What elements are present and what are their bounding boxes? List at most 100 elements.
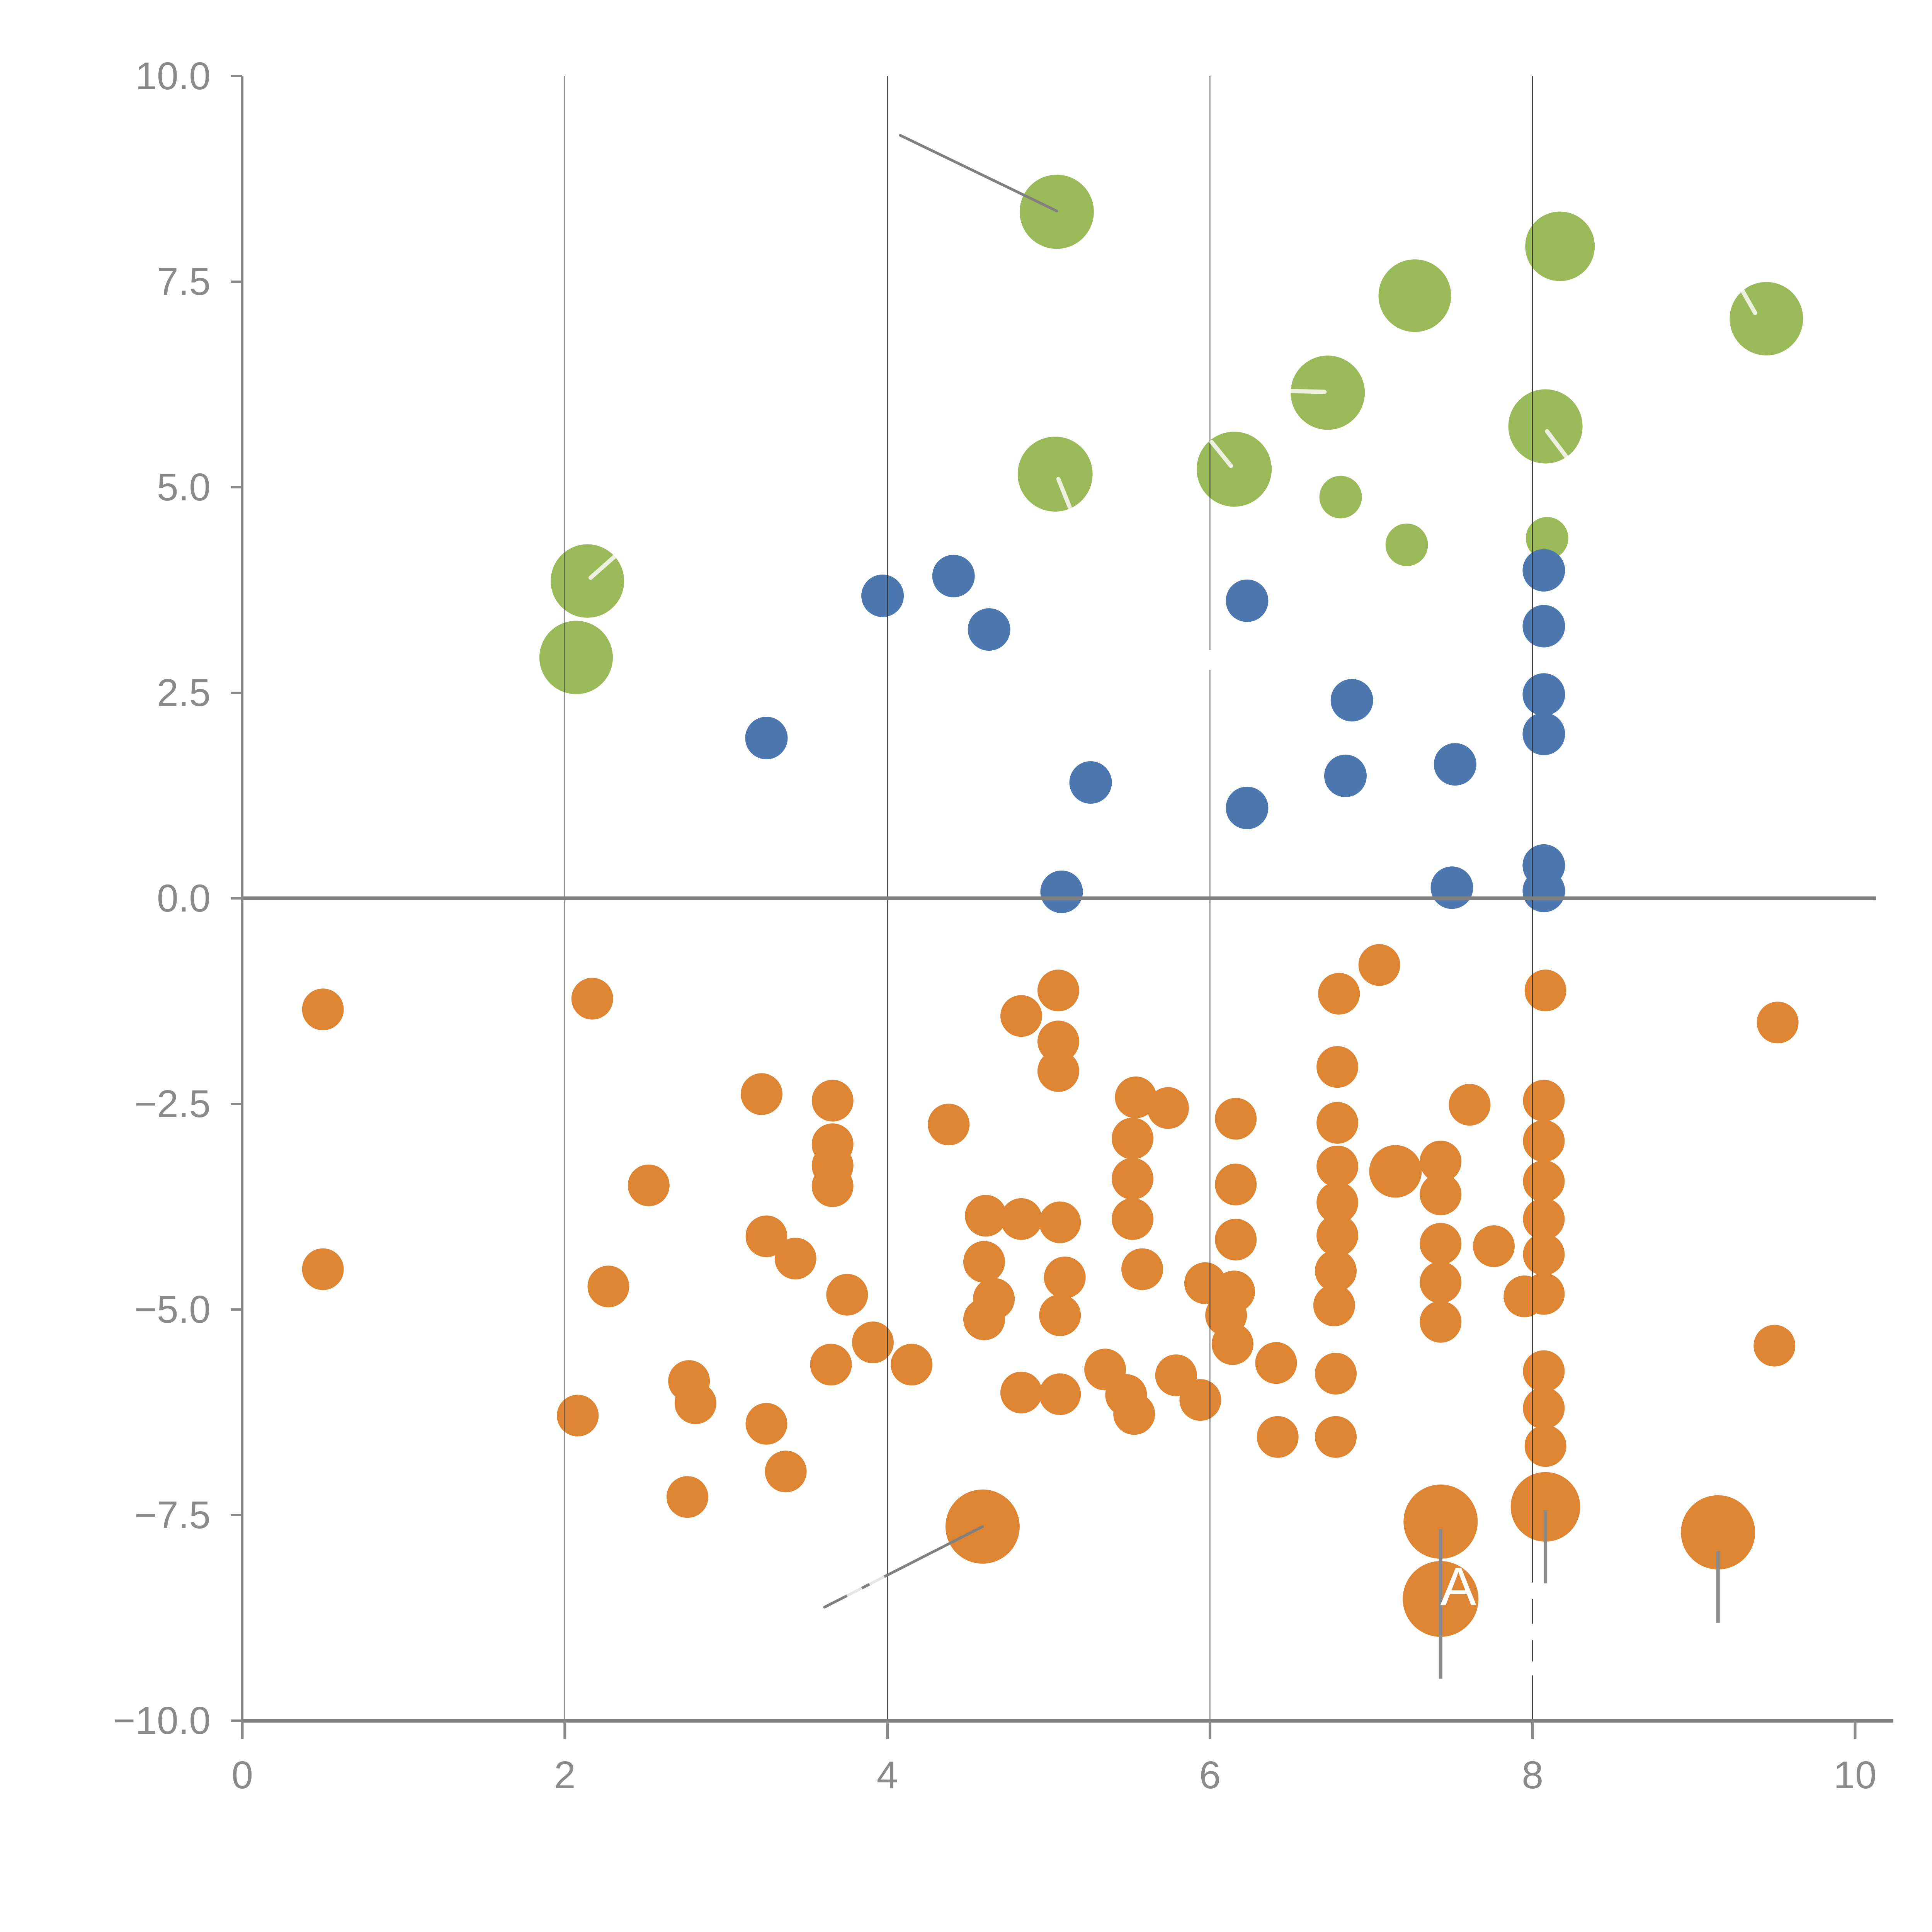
y-tick-label: −7.5: [134, 1493, 211, 1537]
data-point-blue: [932, 554, 975, 597]
data-point-blue: [1226, 786, 1269, 829]
data-point-orange: [1369, 1145, 1422, 1198]
data-point-orange: [1358, 944, 1400, 986]
highlight-slash: [588, 554, 617, 580]
series-green: [539, 175, 1803, 694]
data-point-blue: [1069, 761, 1112, 804]
data-point-orange: [302, 988, 344, 1031]
data-point-orange: [1000, 1371, 1042, 1413]
data-point-orange: [745, 1215, 787, 1257]
data-point-orange: [1044, 1257, 1086, 1298]
data-point-orange: [963, 1241, 1005, 1283]
data-point-orange: [811, 1165, 854, 1207]
data-point-orange: [1420, 1301, 1462, 1343]
data-point-orange: [811, 1080, 854, 1122]
data-point-orange: [1523, 1387, 1565, 1429]
data-point-orange: [1403, 1485, 1478, 1559]
y-tick-label: 10.0: [135, 54, 211, 98]
x-tick-label: 0: [231, 1753, 253, 1797]
data-point-orange: [1037, 1050, 1079, 1092]
y-tick-label: 0.0: [157, 877, 211, 920]
data-point-orange: [1420, 1223, 1462, 1265]
data-point-orange: [1420, 1173, 1462, 1216]
data-point-orange: [1121, 1248, 1163, 1290]
data-point-blue: [1040, 871, 1083, 913]
point-label-a: A: [1440, 1556, 1477, 1617]
data-point-green: [539, 621, 613, 694]
data-point-orange: [1313, 1284, 1355, 1327]
data-point-blue: [968, 608, 1010, 651]
data-point-green: [1017, 437, 1093, 512]
data-point-blue: [861, 574, 904, 617]
data-point-orange: [674, 1382, 716, 1424]
data-point-orange: [1510, 1472, 1580, 1542]
data-point-orange: [1000, 1198, 1042, 1240]
highlight-slash: [1056, 477, 1072, 509]
data-point-orange: [1449, 1084, 1491, 1126]
data-point-blue: [1522, 869, 1565, 912]
data-point-orange: [774, 1238, 816, 1280]
data-point-green: [1385, 524, 1428, 566]
data-point-orange: [963, 1298, 1005, 1340]
data-point-orange: [965, 1195, 1007, 1237]
data-point-green: [1508, 389, 1583, 464]
data-point-orange: [810, 1344, 852, 1386]
data-point-orange: [826, 1274, 868, 1316]
data-point-orange: [302, 1248, 344, 1290]
highlight-slash: [1738, 285, 1757, 315]
x-tick-label: 8: [1522, 1753, 1543, 1797]
data-point-orange: [1257, 1416, 1299, 1458]
series-blue: [745, 549, 1565, 913]
data-point-orange: [667, 1476, 708, 1518]
data-point-orange: [1112, 1158, 1153, 1200]
data-point-orange: [852, 1321, 894, 1364]
x-tick-label: 10: [1833, 1753, 1876, 1797]
data-point-orange: [628, 1164, 670, 1206]
data-point-orange: [1681, 1495, 1755, 1570]
data-point-orange: [1112, 1198, 1153, 1240]
data-point-orange: [1000, 995, 1042, 1037]
data-point-orange: [1255, 1342, 1297, 1384]
data-point-orange: [745, 1403, 787, 1445]
data-point-blue: [1430, 866, 1473, 909]
data-point-orange: [1115, 1077, 1157, 1118]
data-point-orange: [1112, 1117, 1153, 1160]
data-point-orange: [1039, 1294, 1081, 1336]
y-tick-label: 2.5: [157, 671, 211, 714]
data-point-blue: [1330, 679, 1373, 722]
data-point-orange: [1315, 1353, 1357, 1395]
data-point-orange: [1420, 1261, 1462, 1303]
data-point-orange: [557, 1395, 599, 1437]
data-point-orange: [1215, 1163, 1257, 1206]
data-point-orange: [1037, 1020, 1079, 1063]
data-point-green: [1197, 432, 1272, 507]
data-point-orange: [1215, 1219, 1257, 1261]
data-point-orange: [1215, 1098, 1257, 1140]
data-point-green: [1319, 476, 1362, 519]
data-point-orange: [1523, 1120, 1565, 1162]
data-point-orange: [1473, 1225, 1515, 1267]
data-point-orange: [1316, 1145, 1359, 1187]
data-point-orange: [1503, 1276, 1546, 1317]
data-point-orange: [1318, 973, 1360, 1015]
data-point-orange: [1523, 1350, 1565, 1392]
data-point-green: [1378, 259, 1451, 332]
data-point-blue: [1522, 673, 1565, 716]
data-point-orange: [1757, 1002, 1799, 1044]
data-point-orange: [1316, 1102, 1359, 1144]
data-point-orange: [1523, 1233, 1565, 1276]
data-point-blue: [1522, 713, 1565, 755]
data-point-green: [1291, 355, 1365, 430]
y-tick-label: −10.0: [113, 1699, 211, 1742]
data-point-orange: [1316, 1214, 1359, 1257]
data-point-orange: [928, 1104, 970, 1146]
data-point-orange: [571, 978, 613, 1020]
data-point-blue: [1522, 605, 1565, 648]
data-point-orange: [1523, 1198, 1565, 1240]
data-point-orange: [1113, 1393, 1155, 1435]
highlight-slash: [846, 1587, 862, 1597]
data-point-orange: [1524, 1425, 1566, 1467]
y-tick-label: −2.5: [134, 1082, 211, 1126]
highlight-slash: [1209, 440, 1233, 468]
